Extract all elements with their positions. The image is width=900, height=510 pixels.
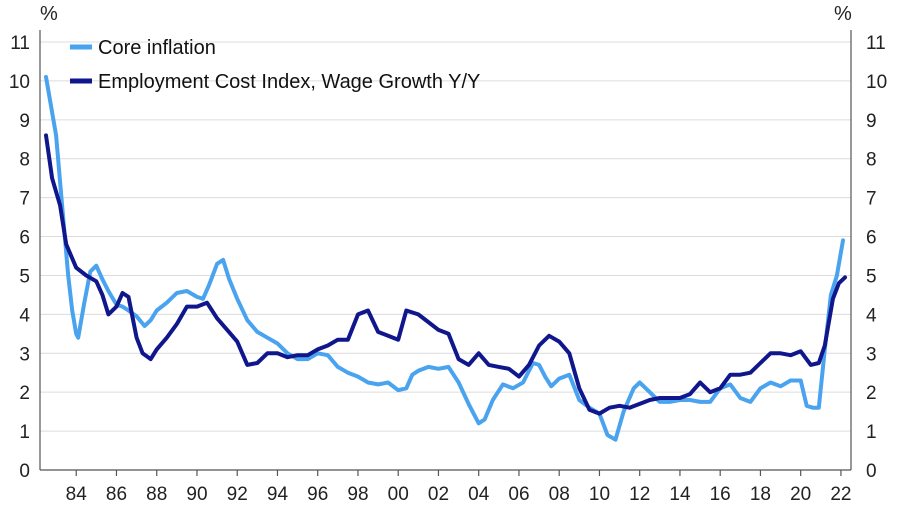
- x-tick-98: 98: [347, 484, 368, 505]
- x-tick-88: 88: [146, 484, 167, 505]
- series-line-employment-cost-index: [44, 133, 847, 416]
- y-tick-left-3: 3: [19, 344, 30, 365]
- x-tick-84: 84: [66, 484, 88, 505]
- x-tick-08: 08: [549, 484, 570, 505]
- x-tick-90: 90: [186, 484, 207, 505]
- y-tick-left-10: 10: [9, 72, 30, 93]
- x-tick-02: 02: [428, 484, 449, 505]
- x-tick-16: 16: [710, 484, 731, 505]
- y-tick-right-7: 7: [866, 189, 877, 210]
- y-tick-right-4: 4: [866, 305, 877, 326]
- y-tick-left-8: 8: [19, 150, 30, 171]
- series-lines: [44, 75, 847, 442]
- y-tick-right-10: 10: [866, 72, 887, 93]
- y-tick-right-0: 0: [866, 461, 877, 482]
- x-tick-06: 06: [508, 484, 529, 505]
- x-tick-10: 10: [589, 484, 610, 505]
- x-tick-96: 96: [307, 484, 328, 505]
- x-tick-14: 14: [669, 484, 691, 505]
- y-tick-right-6: 6: [866, 228, 877, 249]
- right-y-unit: %: [834, 3, 852, 25]
- y-tick-left-0: 0: [19, 461, 30, 482]
- y-tick-right-1: 1: [866, 422, 877, 443]
- left-y-unit: %: [40, 3, 58, 25]
- y-tick-right-2: 2: [866, 383, 877, 404]
- x-tick-20: 20: [790, 484, 811, 505]
- y-tick-right-8: 8: [866, 150, 877, 171]
- gridlines: [40, 41, 851, 432]
- y-tick-left-2: 2: [19, 383, 30, 404]
- y-tick-left-4: 4: [19, 305, 30, 326]
- y-tick-left-11: 11: [10, 33, 30, 54]
- x-tick-22: 22: [830, 484, 851, 505]
- legend-label-0: Core inflation: [98, 37, 216, 59]
- y-tick-left-9: 9: [19, 111, 30, 132]
- y-tick-left-7: 7: [19, 189, 30, 210]
- x-tick-86: 86: [106, 484, 127, 505]
- y-tick-right-5: 5: [866, 266, 877, 287]
- x-tick-04: 04: [468, 484, 490, 505]
- y-tick-right-11: 11: [866, 33, 886, 54]
- x-tick-12: 12: [629, 484, 650, 505]
- y-tick-right-3: 3: [866, 344, 877, 365]
- legend: Core inflation Employment Cost Index, Wag…: [70, 37, 480, 93]
- y-tick-left-1: 1: [19, 422, 30, 443]
- x-tick-92: 92: [227, 484, 248, 505]
- x-tick-18: 18: [750, 484, 771, 505]
- legend-label-1: Employment Cost Index, Wage Growth Y/Y: [98, 71, 480, 93]
- x-tick-94: 94: [267, 484, 289, 505]
- y-tick-left-6: 6: [19, 228, 30, 249]
- y-tick-left-5: 5: [19, 266, 30, 287]
- y-tick-right-9: 9: [866, 111, 877, 132]
- series-line-core-inflation: [44, 75, 845, 442]
- x-tick-00: 00: [388, 484, 409, 505]
